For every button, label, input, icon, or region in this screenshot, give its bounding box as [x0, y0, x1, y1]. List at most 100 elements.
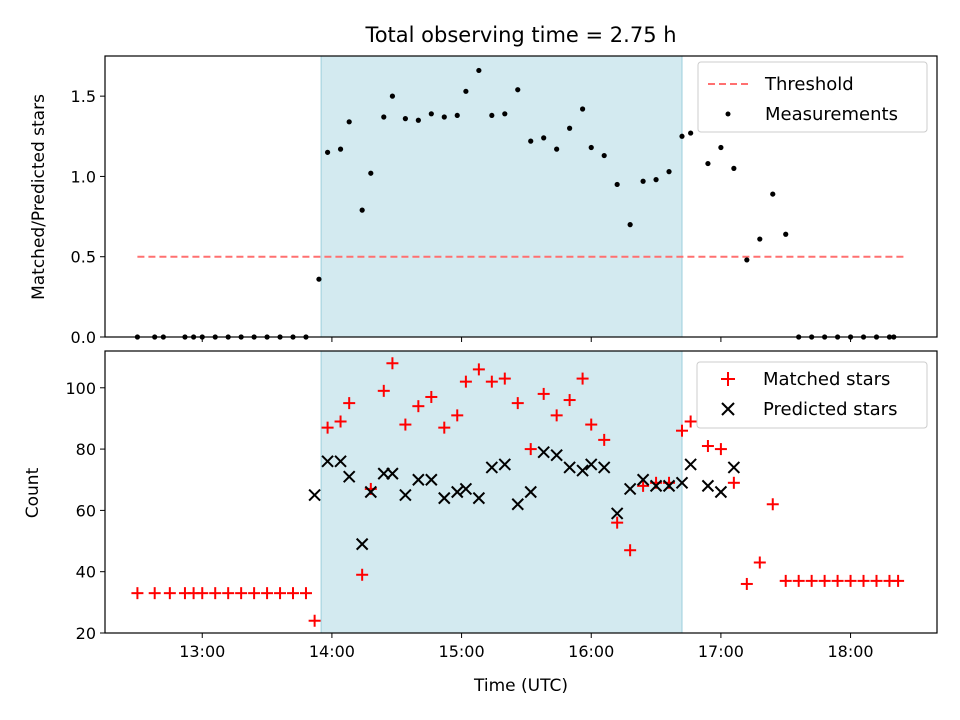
- x-tick-label: 14:00: [309, 642, 355, 661]
- measurement-point: [337, 146, 344, 152]
- matched-star-point: [274, 587, 287, 600]
- matched-star-point: [611, 516, 624, 529]
- predicted-star-stroke-b: [636, 473, 650, 486]
- observing-window-shade: [321, 351, 682, 633]
- measurement-point: [415, 117, 421, 123]
- measurement-point: [614, 181, 620, 188]
- predicted-star-stroke-b: [597, 461, 611, 474]
- predicted-star-stroke-b: [412, 473, 425, 486]
- bottom-legend: Matched stars Predicted stars: [696, 361, 928, 429]
- measurement-point: [381, 114, 387, 120]
- matched-star-point: [148, 587, 161, 600]
- bottom-y-axis-label: Count: [23, 467, 43, 518]
- measurement-point: [601, 152, 607, 159]
- measurement-point: [688, 130, 694, 136]
- measurement-point: [463, 88, 469, 94]
- x-tick-label: 17:00: [698, 642, 744, 661]
- matched-star-point: [524, 443, 537, 456]
- predicted-star-point: [649, 479, 663, 493]
- bottom-legend-box: [696, 361, 928, 429]
- predicted-star-point: [714, 485, 728, 499]
- matched-star-point: [844, 574, 857, 587]
- predicted-star-point: [412, 473, 425, 486]
- measurement-point: [653, 177, 659, 183]
- measurement-point: [402, 116, 408, 122]
- matched-star-point: [624, 544, 637, 557]
- matched-star-point: [399, 418, 412, 431]
- predicted-star-point: [355, 537, 369, 551]
- y-tick-label: 1.0: [71, 167, 96, 186]
- legend-measurements-marker: [725, 111, 731, 117]
- matched-star-point: [684, 415, 697, 428]
- matched-star-point: [537, 387, 550, 400]
- matched-star-point: [459, 375, 472, 388]
- matched-star-point: [675, 424, 688, 437]
- predicted-star-stroke-b: [334, 455, 347, 468]
- predicted-star-stroke-b: [498, 458, 511, 471]
- matched-star-point: [892, 574, 905, 587]
- predicted-star-point: [334, 455, 347, 468]
- predicted-star-point: [675, 476, 689, 490]
- predicted-star-point: [537, 445, 550, 459]
- predicted-star-stroke-b: [342, 470, 356, 483]
- matched-star-point: [753, 556, 766, 569]
- predicted-star-stroke-b: [714, 485, 728, 499]
- predicted-star-point: [364, 485, 378, 499]
- measurement-point: [454, 112, 460, 119]
- measurement-point: [368, 170, 374, 176]
- predicted-star-point: [585, 458, 598, 471]
- measurement-point: [476, 67, 482, 74]
- matched-star-point: [343, 397, 356, 410]
- predicted-star-point: [550, 449, 563, 462]
- measurement-point: [718, 144, 724, 151]
- predicted-star-stroke-b: [701, 479, 715, 493]
- matched-star-point: [740, 577, 753, 590]
- predicted-star-stroke-b: [576, 464, 589, 477]
- predicted-star-point: [563, 461, 576, 474]
- predicted-star-stroke-b: [610, 507, 624, 520]
- y-tick-label: 60: [76, 501, 96, 520]
- y-tick-label: 40: [76, 563, 96, 582]
- matched-star-point: [870, 574, 883, 587]
- x-tick-label: 18:00: [828, 642, 874, 661]
- top-legend-box: [697, 61, 928, 133]
- matched-star-point: [451, 409, 464, 422]
- matched-star-point: [779, 574, 792, 587]
- predicted-star-stroke-b: [675, 476, 689, 490]
- predicted-star-point: [399, 488, 412, 502]
- matched-star-point: [377, 384, 390, 397]
- predicted-star-stroke-b: [511, 498, 524, 511]
- matched-star-point: [209, 587, 222, 600]
- matched-star-point: [598, 433, 611, 446]
- matched-star-point: [334, 415, 347, 428]
- legend-matched-label: Matched stars: [763, 369, 890, 390]
- measurement-point: [428, 111, 434, 117]
- matched-star-point: [714, 443, 727, 456]
- measurement-point: [541, 135, 547, 141]
- predicted-star-stroke-b: [386, 467, 399, 480]
- predicted-star-stroke-b: [684, 458, 697, 471]
- measurement-point: [554, 146, 560, 152]
- predicted-star-stroke-b: [364, 485, 378, 499]
- predicted-star-stroke-b: [355, 537, 369, 551]
- predicted-star-point: [485, 461, 499, 474]
- predicted-star-point: [472, 491, 486, 505]
- predicted-star-stroke-b: [524, 485, 537, 499]
- predicted-star-stroke-b: [485, 461, 499, 474]
- measurement-point: [770, 191, 776, 197]
- predicted-star-point: [459, 482, 473, 496]
- matched-star-point: [637, 479, 650, 492]
- measurement-point: [489, 112, 495, 119]
- measurement-point: [627, 222, 633, 228]
- predicted-star-stroke-b: [472, 491, 486, 505]
- matched-star-point: [261, 587, 274, 600]
- matched-star-point: [235, 587, 248, 600]
- matched-star-point: [857, 574, 870, 587]
- matched-star-point: [308, 614, 321, 627]
- predicted-star-point: [636, 473, 650, 486]
- predicted-star-stroke-b: [585, 458, 598, 471]
- predicted-star-point: [511, 498, 524, 511]
- legend-measurements-label: Measurements: [765, 104, 898, 125]
- bottom-panel: Count Time (UTC) 20 40 60 80 100 13:00 14:00 15…: [23, 350, 938, 696]
- matched-star-point: [248, 587, 261, 600]
